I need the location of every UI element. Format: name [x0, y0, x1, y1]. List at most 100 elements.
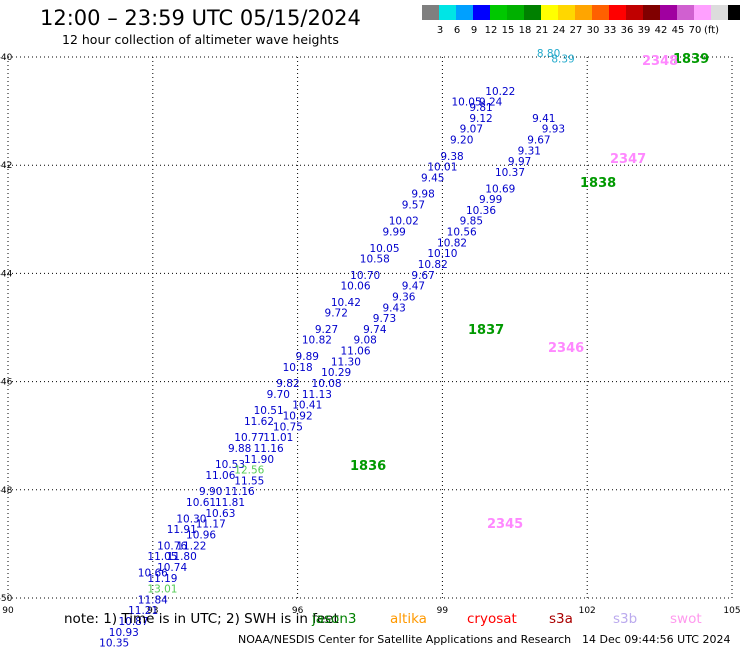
overpass-time-label: 1838	[580, 176, 616, 191]
wave-height-value: 11.01	[263, 432, 293, 444]
legend-swatch	[422, 5, 439, 20]
wave-height-value: 10.69	[485, 183, 515, 195]
legend-label: 30	[586, 25, 600, 36]
satellite-label-s3a: s3a	[549, 611, 573, 627]
x-tick-label: 90	[2, 606, 14, 616]
wave-height-value: 9.67	[411, 270, 434, 282]
satellite-label-swot: swot	[670, 611, 702, 627]
legend-label: 42	[654, 25, 668, 36]
wave-height-value: 11.06	[340, 346, 370, 358]
wave-height-value: 10.05	[369, 243, 399, 255]
wave-height-value: 10.22	[485, 86, 515, 98]
wave-height-value: 9.31	[518, 145, 541, 157]
x-tick-label: 105	[723, 606, 740, 616]
wave-height-value: 11.06	[205, 470, 235, 482]
legend-swatch	[490, 5, 507, 20]
legend-label: 70	[688, 25, 702, 36]
wave-height-value: 10.74	[157, 562, 187, 574]
wave-height-value: 11.21	[128, 605, 158, 617]
legend-label: 6	[453, 25, 461, 36]
wave-height-value: 9.43	[382, 302, 405, 314]
wave-height-value: 9.41	[532, 113, 555, 125]
wave-height-value: 10.06	[340, 281, 370, 293]
legend-swatch	[694, 5, 711, 20]
wave-height-value: 10.75	[273, 421, 303, 433]
legend-unit: (ft)	[704, 25, 720, 36]
wave-height-value: 13.01	[147, 584, 177, 596]
wave-height-value: 9.36	[392, 291, 416, 303]
wave-height-value: 10.29	[321, 367, 351, 379]
legend-swatch	[677, 5, 694, 20]
x-tick-label: 96	[292, 606, 304, 616]
legend-label: 36	[620, 25, 634, 36]
legend-label: 45	[671, 25, 685, 36]
wave-height-value: 9.38	[440, 151, 463, 163]
wave-height-value: 10.51	[254, 405, 284, 417]
wave-height-value: 10.30	[176, 513, 206, 525]
wave-height-value: 10.18	[283, 362, 313, 374]
wave-height-value: 9.99	[479, 194, 502, 206]
chart-title: 12:00 – 23:59 UTC 05/15/2024	[40, 6, 361, 30]
wave-height-value: 10.37	[495, 167, 525, 179]
x-tick-label: 93	[147, 606, 158, 616]
overpass-time-label: 1836	[350, 459, 386, 474]
legend-label: 24	[552, 25, 566, 36]
wave-height-value: 9.81	[469, 102, 492, 114]
wave-height-value: 10.05	[452, 97, 482, 109]
wave-height-value: 9.89	[296, 351, 319, 363]
x-tick-label: 99	[437, 606, 449, 616]
wave-height-value: 9.73	[373, 313, 396, 325]
wave-height-value: 11.19	[147, 573, 177, 585]
wave-height-value: 10.76	[157, 540, 187, 552]
wave-height-value: 10.08	[312, 378, 342, 390]
wave-height-value: 9.82	[276, 378, 299, 390]
chart-subtitle: 12 hour collection of altimeter wave hei…	[62, 32, 339, 47]
legend-swatch	[575, 5, 592, 20]
wave-height-value: 10.63	[205, 508, 235, 520]
y-tick-label: -46	[0, 378, 13, 388]
wave-height-value: 11.17	[196, 519, 226, 531]
legend-label: 3	[436, 25, 444, 36]
overpass-time-label: 2347	[610, 152, 646, 167]
wave-height-value: 11.16	[254, 443, 284, 455]
legend-label: 27	[569, 25, 583, 36]
wave-height-value: 9.93	[542, 124, 565, 136]
wave-height-value: 11.22	[176, 540, 206, 552]
wave-height-value: 12.56	[234, 465, 264, 477]
wave-height-value: 9.45	[421, 172, 444, 184]
wave-height-value: 10.70	[350, 270, 380, 282]
legend-swatch	[609, 5, 626, 20]
wave-height-value: 9.70	[267, 389, 290, 401]
wave-height-value: 9.07	[460, 124, 483, 136]
legend-swatch	[524, 5, 541, 20]
legend-label: 9	[470, 25, 478, 36]
wave-height-value: 10.93	[109, 627, 139, 639]
wave-height-value: 9.88	[228, 443, 251, 455]
wave-height-value: 11.30	[331, 356, 361, 368]
satellite-label-jason3: jason3	[312, 611, 357, 627]
wave-height-value: 11.55	[234, 475, 264, 487]
legend-label: 12	[484, 25, 498, 36]
wave-height-value: 10.42	[331, 297, 361, 309]
wave-height-value: 10.41	[292, 400, 322, 412]
overpass-time-label: 2348	[642, 54, 678, 69]
y-tick-label: -40	[0, 53, 13, 63]
wave-height-value: 10.82	[418, 259, 448, 271]
footer-note: note: 1) Time is in UTC; 2) SWH is in fe…	[64, 611, 339, 627]
wave-height-value: 9.12	[469, 113, 492, 125]
legend-swatch	[456, 5, 473, 20]
wave-height-value: 8.39	[551, 53, 574, 65]
wave-height-value: 9.90	[199, 486, 222, 498]
wave-height-value: 10.53	[215, 459, 245, 471]
wave-height-value: 10.77	[234, 432, 264, 444]
wave-height-value: 10.02	[389, 216, 419, 228]
wave-height-value: 10.58	[360, 254, 390, 266]
wave-height-value: 10.01	[427, 162, 457, 174]
legend-swatch	[643, 5, 660, 20]
credit-line: NOAA/NESDIS Center for Satellite Applica…	[238, 633, 572, 646]
wave-height-value: 9.57	[402, 199, 425, 211]
legend-swatch	[541, 5, 558, 20]
legend-swatch	[711, 5, 728, 20]
wave-height-value: 9.67	[527, 135, 550, 147]
wave-height-value: 9.20	[450, 135, 473, 147]
